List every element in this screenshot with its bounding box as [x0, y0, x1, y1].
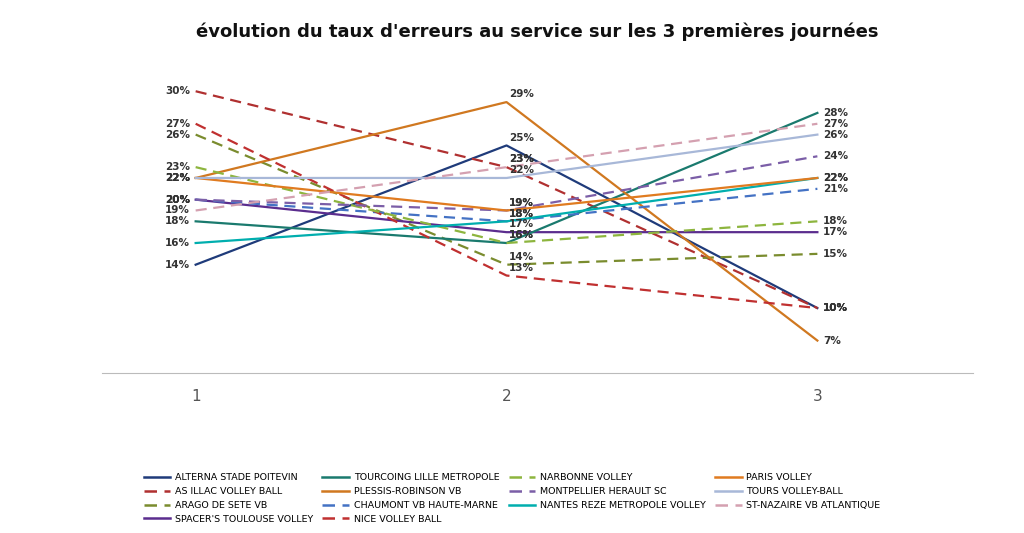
Title: évolution du taux d'erreurs au service sur les 3 premières journées: évolution du taux d'erreurs au service s…	[197, 22, 879, 41]
Text: 27%: 27%	[165, 119, 190, 129]
Text: 13%: 13%	[509, 263, 535, 273]
Text: 29%: 29%	[509, 90, 535, 99]
Text: 19%: 19%	[509, 198, 535, 208]
Text: 23%: 23%	[509, 155, 535, 164]
Text: 23%: 23%	[509, 155, 535, 164]
Text: 18%: 18%	[823, 216, 848, 227]
Text: 26%: 26%	[165, 130, 190, 140]
Text: 22%: 22%	[823, 173, 848, 183]
Text: 18%: 18%	[165, 216, 190, 227]
Text: 20%: 20%	[165, 195, 190, 205]
Text: 18%: 18%	[509, 208, 535, 219]
Text: 30%: 30%	[165, 86, 190, 96]
Text: 15%: 15%	[823, 249, 848, 259]
Text: 28%: 28%	[823, 108, 848, 118]
Text: 25%: 25%	[509, 133, 535, 143]
Text: 10%: 10%	[823, 303, 848, 313]
Text: 27%: 27%	[823, 119, 848, 129]
Text: 20%: 20%	[165, 195, 190, 205]
Text: 22%: 22%	[823, 173, 848, 183]
Text: 22%: 22%	[165, 173, 190, 183]
Text: 23%: 23%	[165, 162, 190, 172]
Text: 18%: 18%	[509, 208, 535, 219]
Text: 14%: 14%	[509, 252, 535, 262]
Text: 7%: 7%	[823, 336, 841, 345]
Text: 24%: 24%	[823, 151, 848, 161]
Text: 16%: 16%	[509, 230, 535, 240]
Text: 16%: 16%	[165, 238, 190, 248]
Text: 10%: 10%	[823, 303, 848, 313]
Legend: ALTERNA STADE POITEVIN, AS ILLAC VOLLEY BALL, ARAGO DE SETE VB, SPACER'S TOULOUS: ALTERNA STADE POITEVIN, AS ILLAC VOLLEY …	[139, 469, 885, 528]
Text: 22%: 22%	[165, 173, 190, 183]
Text: 17%: 17%	[509, 220, 535, 229]
Text: 26%: 26%	[823, 130, 848, 140]
Text: 14%: 14%	[165, 260, 190, 270]
Text: 22%: 22%	[165, 173, 190, 183]
Text: 21%: 21%	[823, 184, 848, 194]
Text: 10%: 10%	[823, 303, 848, 313]
Text: 20%: 20%	[165, 195, 190, 205]
Text: 22%: 22%	[509, 165, 535, 175]
Text: 19%: 19%	[165, 206, 190, 215]
Text: 19%: 19%	[509, 198, 535, 208]
Text: 16%: 16%	[509, 230, 535, 240]
Text: 17%: 17%	[823, 227, 848, 237]
